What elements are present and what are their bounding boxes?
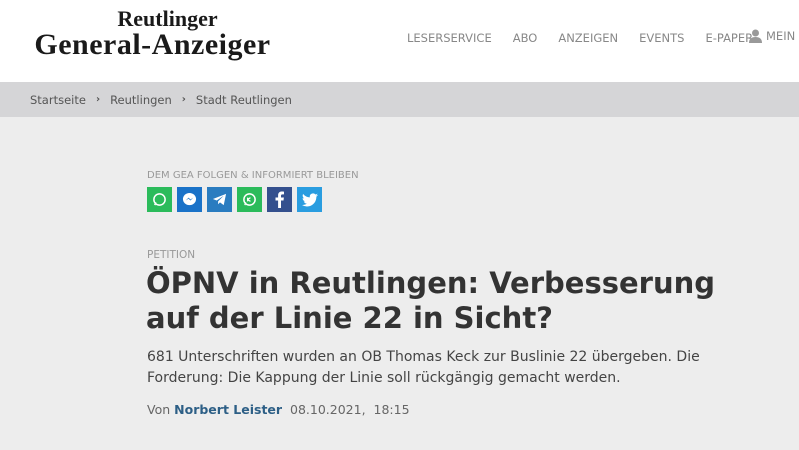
- breadcrumb-startseite[interactable]: Startseite: [30, 92, 86, 107]
- twitter-button[interactable]: [297, 187, 322, 212]
- author-link[interactable]: Norbert Leister: [174, 402, 283, 417]
- social-follow-buttons: [147, 187, 322, 212]
- breadcrumb: Startseite › Reutlingen › Stadt Reutling…: [0, 82, 799, 117]
- article-lead: 681 Unterschriften wurden an OB Thomas K…: [147, 349, 700, 386]
- logo[interactable]: Reutlinger General-Anzeiger: [34, 6, 271, 61]
- follow-label: DEM GEA FOLGEN & INFORMIERT BLEIBEN: [147, 170, 359, 181]
- whatsapp-channel-button[interactable]: [237, 187, 262, 212]
- telegram-icon: [212, 193, 227, 206]
- breadcrumb-reutlingen[interactable]: Reutlingen: [110, 92, 172, 107]
- site-header: Reutlinger General-Anzeiger LESERSERVICE…: [0, 0, 799, 82]
- nav-epaper[interactable]: E-PAPER: [705, 31, 754, 45]
- user-icon: [749, 29, 762, 43]
- nav-events[interactable]: EVENTS: [639, 31, 685, 45]
- user-menu[interactable]: MEIN: [749, 29, 795, 43]
- whatsapp-channel-icon: [243, 193, 256, 206]
- chevron-right-icon: ›: [181, 94, 186, 105]
- nav-anzeigen[interactable]: ANZEIGEN: [558, 31, 619, 45]
- article-kicker: PETITION: [147, 249, 196, 261]
- main-nav: LESERSERVICE ABO ANZEIGEN EVENTS E-PAPER: [407, 31, 774, 45]
- twitter-icon: [301, 192, 318, 206]
- facebook-icon: [275, 191, 284, 208]
- chevron-right-icon: ›: [95, 94, 101, 105]
- messenger-icon: [182, 192, 197, 206]
- byline: Von Norbert Leister 08.10.2021, 18:15: [147, 402, 410, 417]
- article-title: ÖPNV in Reutlingen: Verbesserung auf der…: [146, 266, 715, 335]
- nav-leserservice[interactable]: LESERSERVICE: [407, 31, 492, 45]
- breadcrumb-stadt-reutlingen[interactable]: Stadt Reutlingen: [195, 92, 292, 107]
- messenger-button[interactable]: [177, 187, 202, 212]
- whatsapp-icon: [153, 193, 166, 206]
- whatsapp-button[interactable]: [147, 187, 172, 212]
- telegram-button[interactable]: [207, 187, 232, 212]
- facebook-button[interactable]: [267, 187, 292, 212]
- article-time: 18:15: [373, 402, 410, 417]
- article-date: 08.10.2021,: [290, 402, 366, 417]
- nav-abo[interactable]: ABO: [512, 31, 538, 45]
